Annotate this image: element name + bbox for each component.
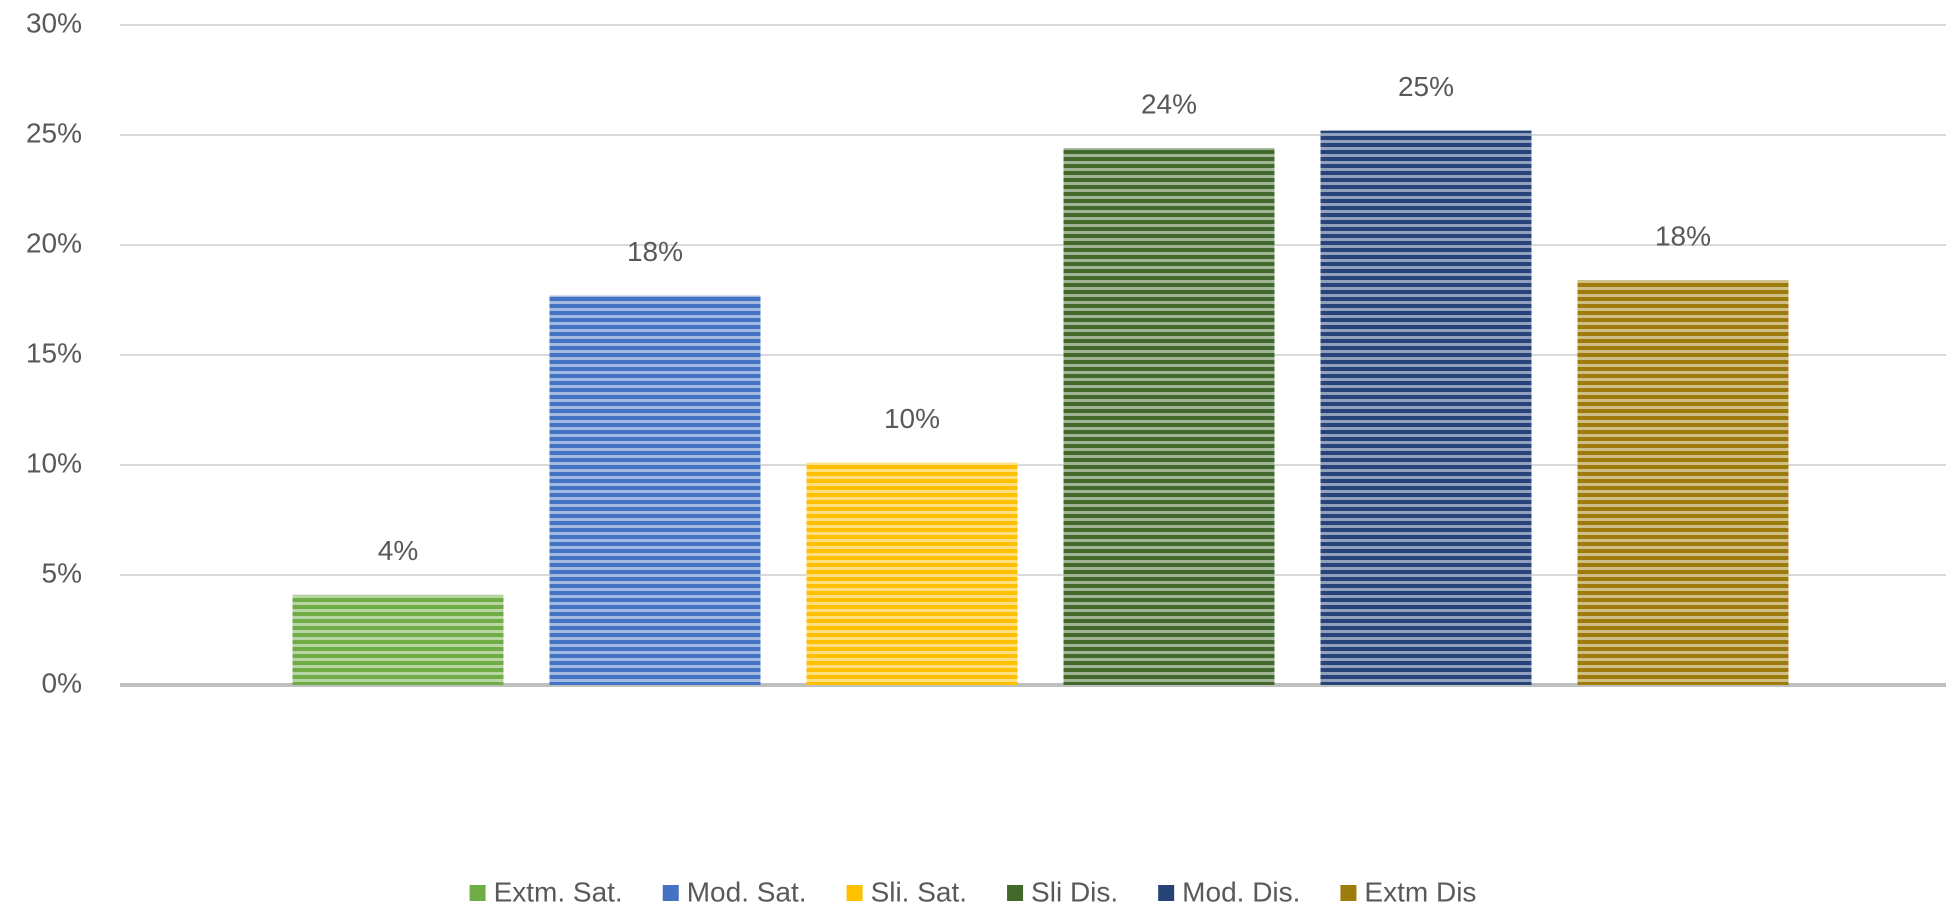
legend-label: Mod. Dis. [1182,876,1300,907]
data-label: 24% [1141,89,1197,120]
data-label: 4% [378,535,418,566]
data-label: 10% [884,403,940,434]
legend-swatch [846,885,863,901]
y-tick-label: 30% [26,7,82,38]
y-tick-label: 20% [26,227,82,258]
legend-swatch [662,885,679,901]
legend-label: Extm. Sat. [494,876,623,907]
legend-swatch [469,885,486,901]
data-label: 18% [1655,221,1711,252]
y-tick-label: 10% [26,447,82,478]
data-label: 25% [1398,71,1454,102]
legend-swatch [1158,885,1175,901]
y-tick-label: 5% [42,557,82,588]
y-tick-label: 25% [26,117,82,148]
legend-label: Extm Dis [1364,876,1476,907]
y-tick-label: 15% [26,337,82,368]
bar [1320,130,1532,686]
legend-swatch [1007,885,1024,901]
bar [1577,280,1789,685]
bar [1063,148,1275,685]
legend-label: Sli. Sat. [871,876,967,907]
legend-swatch [1340,885,1357,901]
legend-label: Sli Dis. [1031,876,1118,907]
bar [806,462,1018,685]
data-label: 18% [627,236,683,267]
bar [549,295,761,685]
bar [292,594,504,685]
y-tick-label: 0% [42,667,82,698]
legend-label: Mod. Sat. [687,876,807,907]
